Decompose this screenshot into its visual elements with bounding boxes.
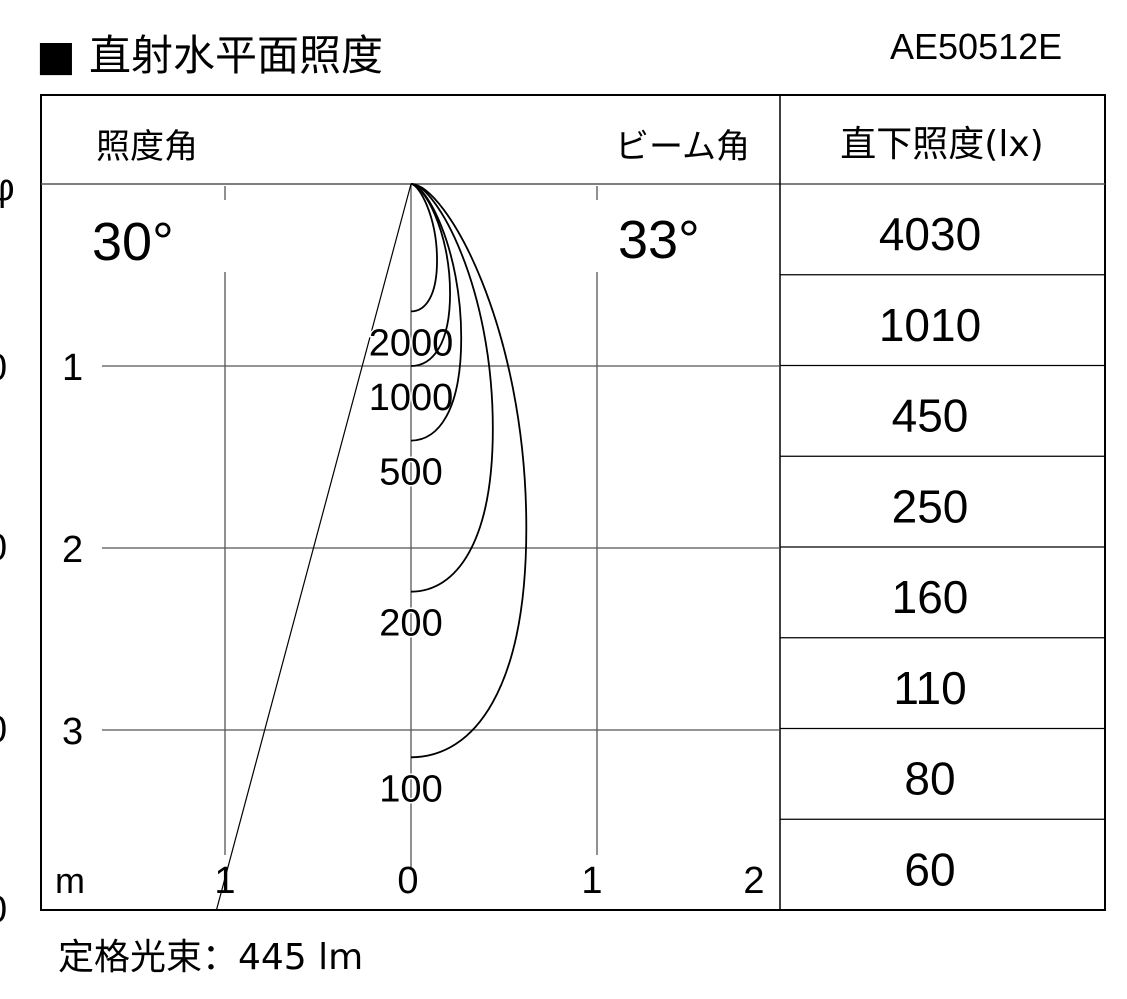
isolux-curve-200 (410, 183, 494, 593)
left-edge-fragment: 0 (0, 347, 7, 389)
left-edge-fragment: 0 (0, 889, 7, 931)
isolux-label-500: 500 (379, 452, 442, 494)
depth-tick-label: 2 (62, 529, 83, 571)
beam-angle-label: ビーム角 (615, 127, 750, 167)
unit-label: m (55, 860, 85, 901)
table-header: 直下照度(lx) (840, 124, 1043, 165)
horizontal-tick-label: 0 (397, 860, 418, 902)
isolux-label-2000: 2000 (369, 322, 454, 364)
table-cell-illuminance: 1010 (879, 299, 981, 351)
table-cell-illuminance: 250 (892, 480, 969, 532)
left-edge-fragment: 0 (0, 709, 7, 751)
beam-angle-value: 33° (618, 210, 700, 270)
isolux-label-1000: 1000 (369, 377, 454, 419)
outer-frame (40, 94, 1106, 911)
left-edge-fragment: φ (0, 167, 15, 209)
isolux-label-200: 200 (379, 603, 442, 645)
table-cell-illuminance: 110 (893, 662, 966, 714)
horizontal-tick-label: 2 (743, 860, 764, 902)
isolux-label-100: 100 (379, 768, 442, 810)
horizontal-tick-label: 1 (581, 860, 602, 902)
table-cell-illuminance: 60 (904, 843, 955, 895)
horizontal-tick-label: 1 (214, 860, 235, 902)
table-cell-illuminance: 80 (904, 753, 955, 805)
model-number: AE50512E (890, 26, 1063, 67)
depth-tick-label: 1 (62, 347, 83, 389)
beam-angle-line (215, 183, 412, 911)
table-cell-illuminance: 160 (892, 571, 969, 623)
page-title: ■ 直射水平面照度 (36, 31, 384, 80)
depth-tick-label: 3 (62, 711, 83, 753)
left-edge-fragment: 0 (0, 527, 7, 569)
isolux-curve-500 (410, 183, 463, 442)
illuminance-angle-value: 30° (92, 212, 174, 272)
table-cell-illuminance: 4030 (879, 208, 981, 260)
table-cell-illuminance: 450 (892, 390, 969, 442)
isolux-curve-2000 (410, 183, 438, 313)
illuminance-angle-label: 照度角 (96, 127, 198, 167)
rated-flux: 定格光束：445 lm (58, 937, 364, 978)
isolux-curve-100 (410, 183, 528, 759)
